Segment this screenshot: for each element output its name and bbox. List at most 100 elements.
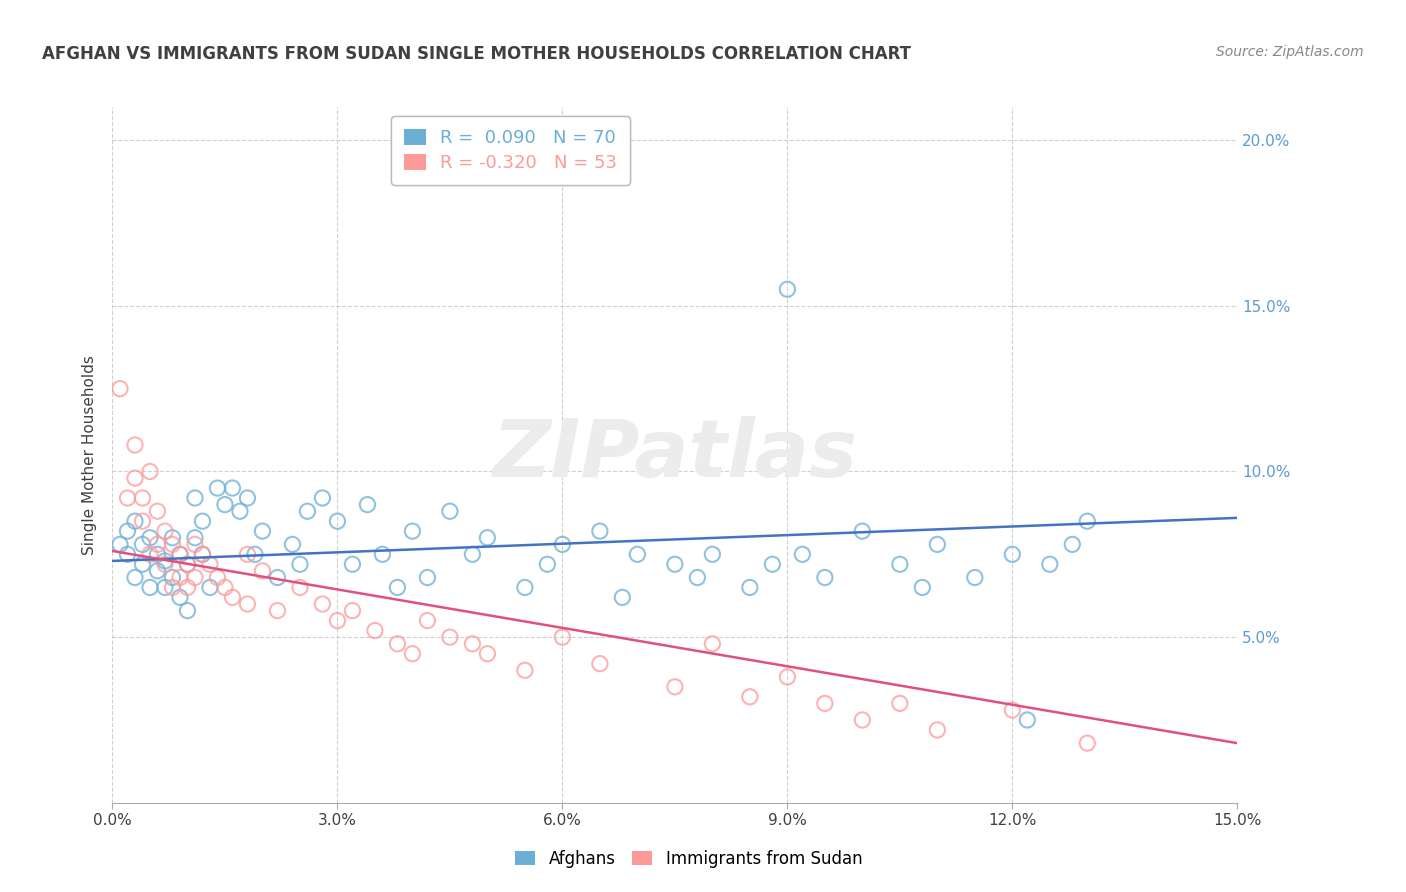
- Point: [236, 491, 259, 505]
- Point: [1076, 736, 1098, 750]
- Point: [207, 570, 229, 584]
- Point: [626, 547, 648, 561]
- Point: [266, 604, 288, 618]
- Point: [176, 581, 198, 595]
- Point: [266, 570, 288, 584]
- Point: [108, 382, 131, 396]
- Point: [139, 547, 162, 561]
- Point: [169, 547, 191, 561]
- Point: [169, 570, 191, 584]
- Point: [477, 531, 499, 545]
- Point: [214, 581, 236, 595]
- Point: [153, 524, 176, 538]
- Text: ZIPatlas: ZIPatlas: [492, 416, 858, 494]
- Point: [371, 547, 394, 561]
- Point: [153, 554, 176, 568]
- Point: [146, 504, 169, 518]
- Point: [401, 647, 423, 661]
- Point: [124, 471, 146, 485]
- Point: [146, 547, 169, 561]
- Point: [198, 558, 221, 572]
- Point: [162, 537, 184, 551]
- Point: [551, 537, 574, 551]
- Point: [162, 581, 184, 595]
- Legend: R =  0.090   N = 70, R = -0.320   N = 53: R = 0.090 N = 70, R = -0.320 N = 53: [391, 116, 630, 186]
- Point: [814, 697, 837, 711]
- Text: AFGHAN VS IMMIGRANTS FROM SUDAN SINGLE MOTHER HOUSEHOLDS CORRELATION CHART: AFGHAN VS IMMIGRANTS FROM SUDAN SINGLE M…: [42, 45, 911, 62]
- Point: [792, 547, 814, 561]
- Point: [963, 570, 986, 584]
- Point: [513, 581, 536, 595]
- Point: [221, 481, 243, 495]
- Legend: Afghans, Immigrants from Sudan: Afghans, Immigrants from Sudan: [509, 844, 869, 875]
- Point: [184, 570, 207, 584]
- Point: [911, 581, 934, 595]
- Point: [1062, 537, 1084, 551]
- Point: [198, 581, 221, 595]
- Point: [131, 537, 153, 551]
- Point: [124, 514, 146, 528]
- Point: [214, 498, 236, 512]
- Point: [364, 624, 387, 638]
- Point: [169, 547, 191, 561]
- Point: [176, 558, 198, 572]
- Point: [1001, 547, 1024, 561]
- Point: [131, 514, 153, 528]
- Point: [184, 531, 207, 545]
- Point: [184, 537, 207, 551]
- Point: [108, 537, 131, 551]
- Point: [702, 637, 724, 651]
- Point: [1017, 713, 1039, 727]
- Point: [236, 597, 259, 611]
- Point: [461, 547, 484, 561]
- Point: [342, 604, 364, 618]
- Text: Source: ZipAtlas.com: Source: ZipAtlas.com: [1216, 45, 1364, 59]
- Point: [191, 547, 214, 561]
- Point: [184, 491, 207, 505]
- Point: [927, 537, 949, 551]
- Point: [311, 491, 333, 505]
- Point: [153, 558, 176, 572]
- Point: [761, 558, 783, 572]
- Point: [288, 558, 311, 572]
- Point: [477, 647, 499, 661]
- Point: [1039, 558, 1062, 572]
- Point: [589, 657, 612, 671]
- Point: [439, 504, 461, 518]
- Point: [589, 524, 612, 538]
- Point: [236, 547, 259, 561]
- Point: [416, 614, 439, 628]
- Point: [851, 524, 873, 538]
- Point: [776, 670, 799, 684]
- Point: [229, 504, 252, 518]
- Point: [117, 547, 139, 561]
- Point: [191, 547, 214, 561]
- Point: [738, 581, 761, 595]
- Point: [146, 537, 169, 551]
- Point: [139, 465, 162, 479]
- Point: [162, 570, 184, 584]
- Point: [124, 570, 146, 584]
- Point: [536, 558, 558, 572]
- Point: [326, 614, 349, 628]
- Point: [297, 504, 319, 518]
- Point: [117, 491, 139, 505]
- Point: [252, 564, 274, 578]
- Point: [139, 581, 162, 595]
- Point: [814, 570, 837, 584]
- Point: [311, 597, 333, 611]
- Point: [342, 558, 364, 572]
- Point: [207, 481, 229, 495]
- Point: [513, 663, 536, 677]
- Point: [131, 491, 153, 505]
- Point: [243, 547, 266, 561]
- Point: [326, 514, 349, 528]
- Point: [461, 637, 484, 651]
- Point: [139, 531, 162, 545]
- Point: [738, 690, 761, 704]
- Point: [356, 498, 378, 512]
- Point: [664, 558, 686, 572]
- Point: [146, 564, 169, 578]
- Point: [124, 438, 146, 452]
- Point: [702, 547, 724, 561]
